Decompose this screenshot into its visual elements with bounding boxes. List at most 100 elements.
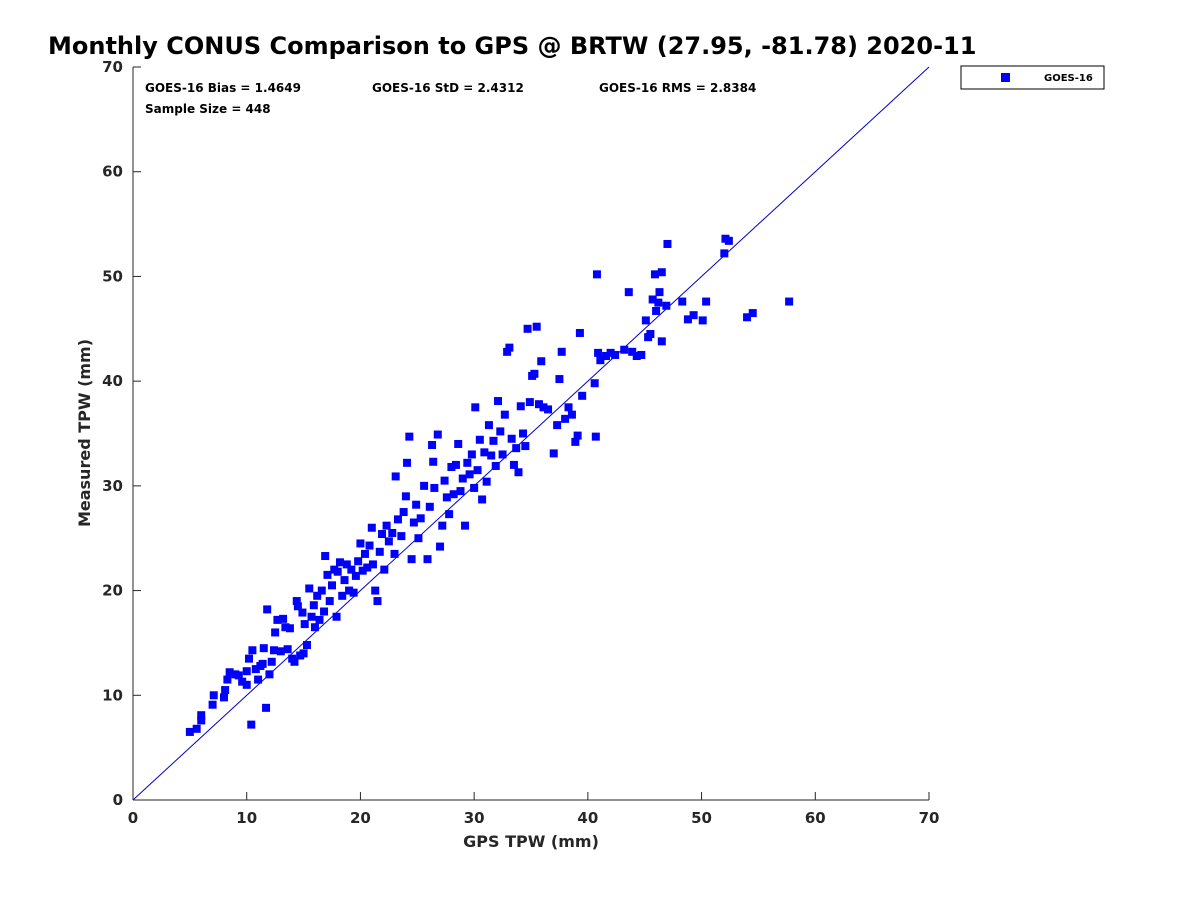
data-point — [507, 434, 516, 443]
data-point — [300, 620, 309, 629]
data-point — [473, 466, 482, 475]
data-point — [663, 239, 672, 248]
data-point — [591, 432, 600, 441]
data-point — [380, 565, 389, 574]
data-point — [258, 659, 267, 668]
data-point — [516, 402, 525, 411]
data-point — [785, 297, 794, 306]
x-tick-label: 20 — [350, 809, 371, 827]
data-point — [349, 588, 358, 597]
data-point — [208, 700, 217, 709]
data-point — [279, 614, 288, 623]
data-point — [475, 435, 484, 444]
data-point — [532, 322, 541, 331]
data-point — [328, 581, 336, 590]
x-tick-label: 30 — [464, 809, 485, 827]
data-point — [748, 309, 757, 318]
data-point — [702, 297, 711, 306]
data-point — [340, 576, 349, 585]
data-point — [503, 347, 512, 356]
data-point — [561, 414, 570, 423]
data-point — [641, 316, 650, 325]
data-point — [356, 539, 365, 548]
data-point — [606, 348, 615, 357]
data-point — [648, 295, 657, 304]
data-point — [514, 468, 523, 477]
x-tick-label: 0 — [128, 809, 138, 827]
legend-marker-square — [1001, 73, 1010, 82]
data-point — [478, 495, 487, 504]
bias-stat: GOES-16 Bias = 1.4649 — [145, 81, 301, 95]
data-point — [393, 515, 402, 524]
data-point — [433, 430, 442, 439]
data-point — [399, 508, 408, 517]
data-point — [293, 602, 302, 611]
data-point — [333, 567, 342, 576]
data-point — [320, 607, 329, 616]
data-point — [262, 703, 271, 712]
data-point — [209, 691, 218, 700]
data-point — [390, 549, 399, 558]
x-axis-label: GPS TPW (mm) — [463, 832, 599, 851]
data-point — [654, 298, 663, 307]
data-point — [743, 313, 752, 322]
data-point — [351, 571, 360, 580]
data-point — [480, 448, 489, 457]
data-point — [302, 641, 311, 650]
data-point — [698, 316, 707, 325]
data-point — [375, 547, 384, 556]
data-point — [367, 523, 376, 532]
data-point — [420, 481, 429, 490]
data-point — [575, 328, 584, 337]
data-point — [596, 356, 605, 365]
data-point — [323, 570, 332, 579]
data-point — [611, 350, 620, 359]
data-point — [491, 461, 500, 470]
data-point — [689, 311, 698, 320]
data-point — [646, 330, 655, 339]
data-point — [299, 649, 308, 658]
data-point — [273, 615, 282, 624]
data-point — [456, 487, 465, 496]
data-point — [238, 677, 247, 686]
data-point — [315, 615, 324, 624]
x-tick-label: 70 — [919, 809, 940, 827]
data-point — [283, 645, 292, 654]
y-tick-label: 30 — [102, 477, 123, 495]
data-point — [271, 628, 280, 637]
y-tick-label: 0 — [113, 791, 123, 809]
data-point — [414, 534, 423, 543]
data-point — [382, 521, 391, 530]
data-point — [285, 624, 294, 633]
data-point — [436, 542, 445, 551]
data-point — [247, 720, 256, 729]
data-point — [347, 565, 356, 574]
data-point — [440, 476, 449, 485]
reference-line-group — [132, 66, 930, 801]
data-point — [263, 605, 272, 614]
data-point — [345, 586, 354, 595]
data-point — [571, 437, 580, 446]
data-point — [373, 597, 382, 606]
data-point — [447, 463, 456, 472]
data-point — [652, 306, 661, 315]
y-tick-label: 10 — [102, 686, 123, 704]
data-point — [512, 444, 521, 453]
data-point — [650, 270, 659, 279]
y-tick-label: 50 — [102, 267, 123, 285]
data-point — [325, 597, 334, 606]
data-point — [384, 537, 393, 546]
data-point — [358, 566, 367, 575]
data-point — [416, 514, 425, 523]
data-point — [403, 458, 412, 467]
data-point — [484, 421, 493, 430]
data-point — [234, 671, 243, 680]
data-point — [338, 591, 347, 600]
data-point — [423, 555, 432, 564]
axis-ticks: 0 10 20 30 40 50 60 70 0 10 20 30 40 50 60 70 — [102, 58, 939, 827]
y-tick-label: 70 — [102, 58, 123, 76]
y-tick-label: 20 — [102, 582, 123, 600]
data-point — [388, 528, 397, 537]
data-point — [259, 644, 268, 653]
data-point — [449, 490, 458, 499]
